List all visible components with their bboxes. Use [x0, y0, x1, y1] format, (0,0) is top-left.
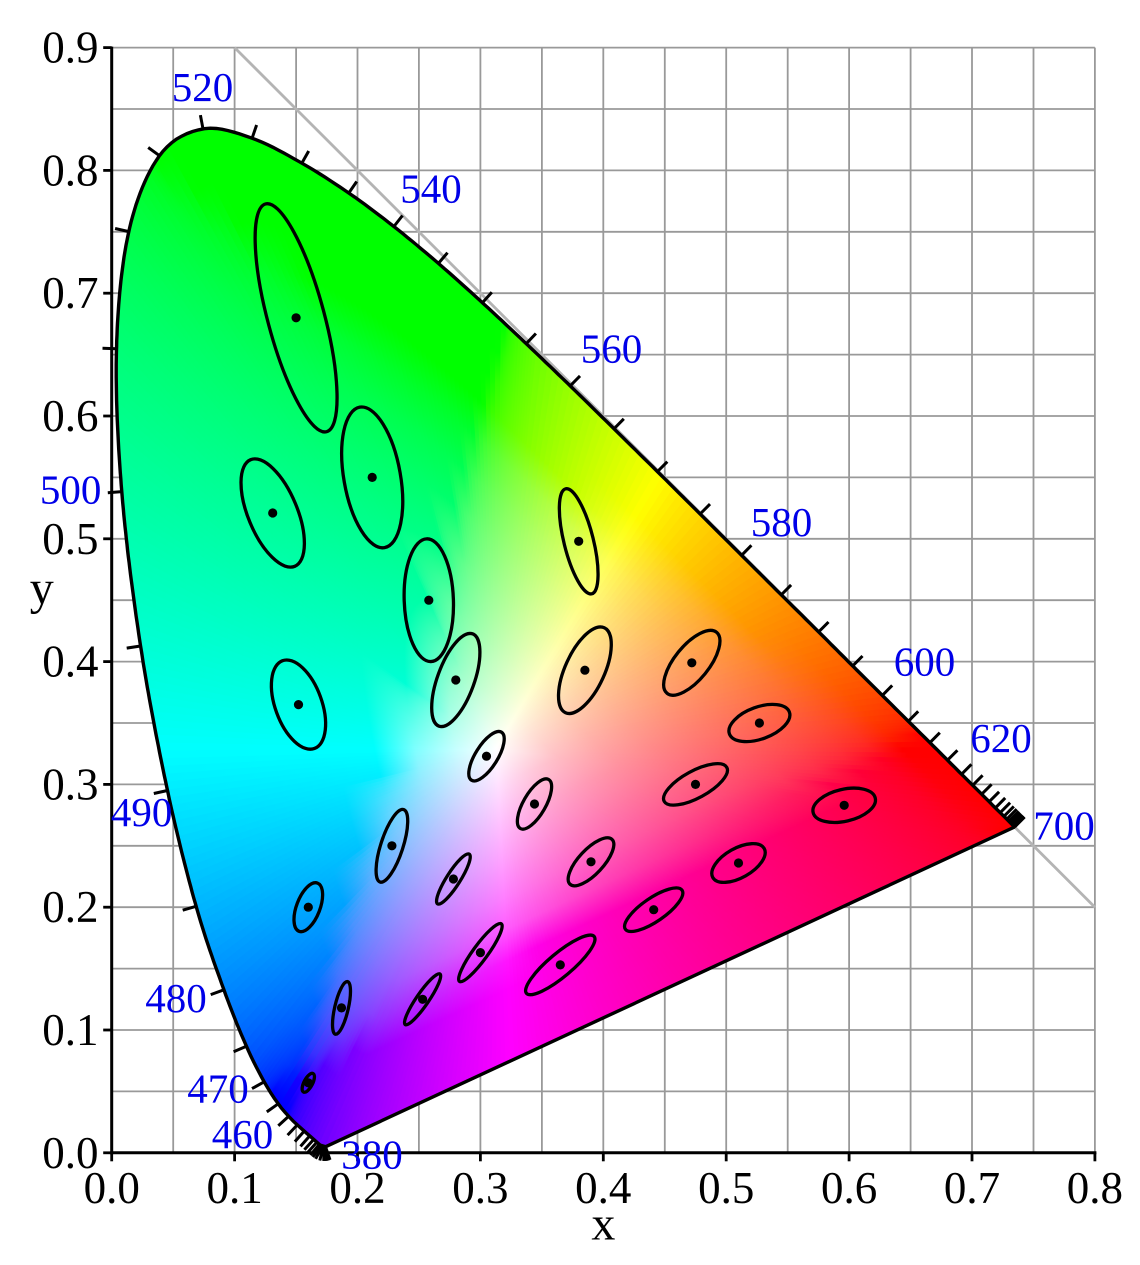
svg-text:0.7: 0.7 [944, 1163, 1000, 1213]
svg-text:0.0: 0.0 [84, 1163, 140, 1213]
svg-text:0.2: 0.2 [42, 882, 98, 932]
svg-text:0.6: 0.6 [42, 391, 98, 441]
svg-text:0.4: 0.4 [42, 637, 98, 687]
svg-text:0.3: 0.3 [452, 1163, 508, 1213]
svg-text:0.1: 0.1 [42, 1005, 98, 1055]
svg-text:460: 460 [212, 1111, 274, 1157]
svg-text:0.5: 0.5 [42, 514, 98, 564]
svg-text:620: 620 [970, 715, 1032, 761]
svg-text:580: 580 [751, 499, 813, 545]
svg-text:0.1: 0.1 [206, 1163, 262, 1213]
svg-text:0.9: 0.9 [42, 23, 98, 73]
svg-text:0.3: 0.3 [42, 759, 98, 809]
svg-text:540: 540 [400, 166, 462, 212]
svg-text:500: 500 [40, 467, 102, 513]
svg-text:490: 490 [111, 789, 173, 835]
svg-text:y: y [30, 562, 54, 615]
svg-text:560: 560 [581, 326, 643, 372]
svg-text:600: 600 [894, 639, 956, 685]
svg-text:0.6: 0.6 [821, 1163, 877, 1213]
svg-text:0.7: 0.7 [42, 268, 98, 318]
svg-text:480: 480 [145, 975, 207, 1021]
svg-text:x: x [591, 1198, 615, 1251]
svg-text:0.8: 0.8 [42, 145, 98, 195]
svg-text:380: 380 [341, 1132, 403, 1178]
svg-text:0.5: 0.5 [698, 1163, 754, 1213]
svg-text:0.8: 0.8 [1067, 1163, 1123, 1213]
svg-text:520: 520 [172, 64, 234, 110]
svg-text:700: 700 [1033, 803, 1095, 849]
svg-text:470: 470 [187, 1066, 249, 1112]
